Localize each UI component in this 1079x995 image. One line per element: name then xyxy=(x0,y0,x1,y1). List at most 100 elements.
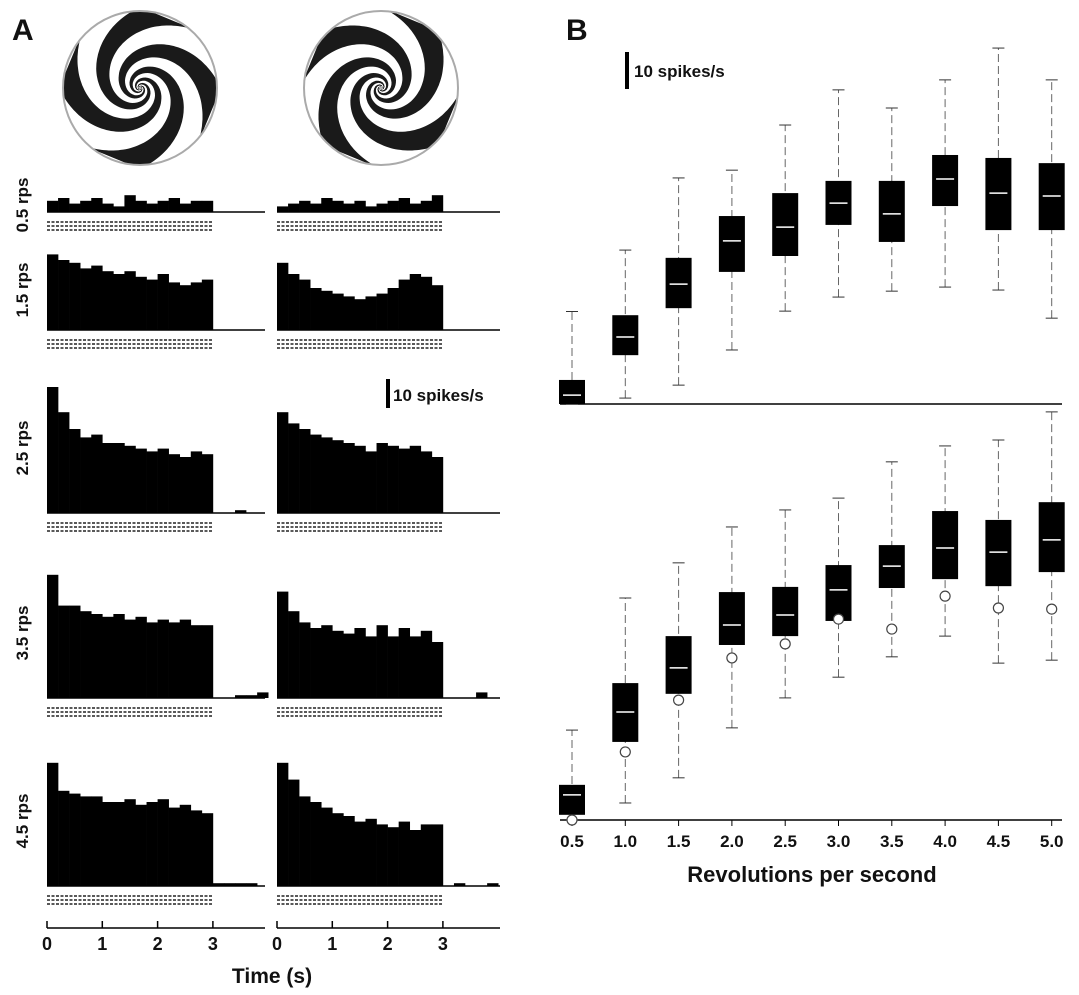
psth-bin xyxy=(365,296,377,330)
spiral-stimulus xyxy=(63,11,217,165)
psth-bin xyxy=(179,285,192,330)
psth-bin xyxy=(91,265,103,330)
psth-bin xyxy=(453,883,466,886)
psth-bin xyxy=(387,445,399,513)
psth-bin xyxy=(135,200,147,212)
psth-bin xyxy=(310,802,322,886)
psth-bin xyxy=(235,510,247,513)
psth-bin xyxy=(321,437,333,513)
psth-bin xyxy=(69,605,81,698)
psth-bin xyxy=(409,830,422,886)
psth-bin xyxy=(387,288,399,330)
psth-bin xyxy=(365,451,377,513)
psth-bin xyxy=(47,387,59,513)
x-tick-label: 4.5 xyxy=(987,832,1011,851)
box xyxy=(1038,502,1065,573)
psth-bin xyxy=(69,793,81,886)
psth-bin xyxy=(190,625,203,698)
psth-bin xyxy=(91,434,103,513)
psth-bin xyxy=(310,288,322,330)
psth-bin xyxy=(299,200,311,212)
scale-bar-label: 10 spikes/s xyxy=(393,386,484,405)
psth-bin xyxy=(343,443,355,513)
psth-bin xyxy=(321,290,333,330)
psth-bin xyxy=(235,695,247,698)
psth-bin xyxy=(277,762,289,886)
psth-bin xyxy=(321,625,333,698)
psth-bin xyxy=(246,883,258,886)
x-tick-label: 4.0 xyxy=(933,832,957,851)
psth-bin xyxy=(69,429,81,513)
reference-point xyxy=(1046,603,1058,615)
psth-bin xyxy=(80,200,92,212)
psth-bin xyxy=(409,203,422,212)
psth-bin xyxy=(58,790,70,886)
x-tick-label: 3 xyxy=(438,934,448,954)
psth-bin xyxy=(168,282,181,330)
psth-bin xyxy=(299,622,311,698)
psth-bin xyxy=(113,206,125,212)
psth-bin xyxy=(409,274,422,330)
psth-bin xyxy=(47,574,59,698)
psth-bin xyxy=(58,198,70,212)
x-axis-title: Time (s) xyxy=(232,965,312,988)
spiral-outline xyxy=(62,10,218,166)
panel-label: A xyxy=(12,14,34,47)
psth-bin xyxy=(310,434,322,513)
x-tick-label: 3.0 xyxy=(827,832,851,851)
psth-bin xyxy=(157,448,169,513)
psth-bin xyxy=(168,454,181,513)
psth-bin xyxy=(124,799,136,886)
psth-bin xyxy=(387,827,399,886)
psth-bin xyxy=(190,451,203,513)
x-tick-label: 3.5 xyxy=(880,832,904,851)
psth-bin xyxy=(80,796,92,886)
psth-bin xyxy=(157,200,169,212)
reference-point xyxy=(832,613,845,625)
psth-bin xyxy=(299,429,311,513)
row-label: 0.5 rps xyxy=(13,178,32,233)
psth-bin xyxy=(332,440,344,513)
psth-bin xyxy=(201,279,214,330)
psth-bin xyxy=(47,200,59,212)
x-tick-label: 1 xyxy=(327,934,337,954)
box xyxy=(825,565,852,621)
box xyxy=(612,315,639,356)
psth-bin xyxy=(354,200,366,212)
psth-bin xyxy=(387,200,399,212)
psth-bin xyxy=(354,445,366,513)
psth-bin xyxy=(135,276,147,330)
psth-bin xyxy=(168,622,181,698)
row-label: 1.5 rps xyxy=(13,263,32,318)
psth-bin xyxy=(246,695,258,698)
reference-point xyxy=(992,602,1005,614)
spiral-outline xyxy=(303,10,459,166)
psth-bin xyxy=(201,454,214,513)
scale-bar-label: 10 spikes/s xyxy=(634,62,725,81)
psth-bin xyxy=(201,813,214,886)
psth-bin xyxy=(332,813,344,886)
psth-bin xyxy=(420,200,433,212)
psth-bin xyxy=(365,818,377,886)
psth-bin xyxy=(288,423,300,513)
spiral-arm xyxy=(350,73,458,151)
psth-bin xyxy=(376,625,388,698)
psth-bin xyxy=(288,611,300,698)
psth-bin xyxy=(157,619,169,698)
psth-bin xyxy=(113,274,125,330)
spiral-arm xyxy=(63,30,162,132)
box xyxy=(772,193,799,256)
psth-bin xyxy=(288,779,300,886)
x-tick-label: 3 xyxy=(208,934,218,954)
psth-bin xyxy=(409,636,422,698)
psth-bin xyxy=(277,206,289,212)
psth-bin xyxy=(102,443,114,513)
psth-bin xyxy=(58,412,70,513)
psth-bin xyxy=(321,198,333,212)
row-label: 2.5 rps xyxy=(13,421,32,476)
box xyxy=(665,636,692,694)
psth-bin xyxy=(398,821,411,886)
psth-bin xyxy=(223,883,236,886)
psth-bin xyxy=(179,619,192,698)
